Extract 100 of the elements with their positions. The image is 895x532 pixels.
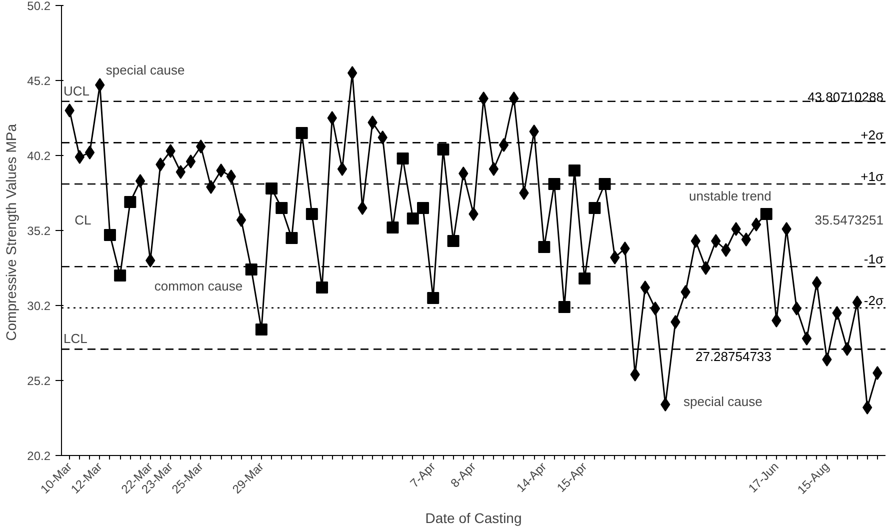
ref-line-label: -1σ bbox=[864, 252, 884, 267]
point bbox=[680, 285, 690, 299]
annotation: CL bbox=[74, 212, 92, 228]
point bbox=[588, 202, 601, 214]
point bbox=[226, 170, 236, 184]
point bbox=[458, 166, 468, 180]
y-tick-label: 30.2 bbox=[27, 299, 51, 313]
ref-line-label: +2σ bbox=[860, 128, 884, 143]
annotation: UCL bbox=[64, 83, 90, 98]
point bbox=[832, 306, 842, 320]
point bbox=[782, 222, 792, 236]
point bbox=[417, 202, 430, 214]
point bbox=[216, 164, 226, 178]
point bbox=[196, 140, 206, 154]
annotation: special cause bbox=[106, 62, 185, 78]
point bbox=[368, 116, 378, 130]
y-axis-title: Compressive Strength Values MPa bbox=[3, 124, 20, 341]
point bbox=[568, 164, 580, 176]
point bbox=[852, 296, 862, 310]
point bbox=[478, 92, 488, 106]
point bbox=[166, 144, 176, 158]
point bbox=[630, 368, 640, 382]
point bbox=[156, 158, 166, 172]
point bbox=[95, 78, 105, 92]
point bbox=[146, 254, 156, 268]
point bbox=[206, 180, 216, 194]
point bbox=[406, 212, 419, 224]
point bbox=[640, 280, 650, 294]
point bbox=[792, 302, 802, 316]
point bbox=[396, 152, 409, 164]
point bbox=[598, 178, 611, 190]
point bbox=[358, 201, 368, 215]
annotation: special cause bbox=[684, 394, 762, 409]
point bbox=[862, 400, 872, 414]
point bbox=[296, 127, 308, 139]
point bbox=[498, 138, 509, 152]
point bbox=[751, 218, 762, 232]
point bbox=[660, 398, 670, 412]
point bbox=[316, 282, 328, 294]
annotation: 35.5473251 bbox=[814, 212, 884, 228]
point bbox=[741, 232, 751, 246]
point bbox=[529, 124, 539, 138]
point bbox=[468, 207, 478, 221]
point bbox=[509, 92, 519, 106]
point bbox=[64, 104, 74, 118]
point bbox=[437, 144, 450, 156]
point bbox=[538, 241, 550, 253]
y-tick-label: 50.2 bbox=[27, 0, 51, 13]
y-tick-label: 35.2 bbox=[27, 224, 51, 238]
point bbox=[286, 232, 298, 244]
y-tick-label: 20.2 bbox=[27, 449, 51, 463]
point bbox=[548, 178, 560, 190]
point bbox=[386, 222, 399, 234]
point bbox=[620, 242, 630, 256]
point bbox=[266, 182, 278, 194]
point bbox=[378, 130, 388, 144]
point bbox=[760, 208, 772, 220]
point bbox=[337, 162, 348, 176]
point bbox=[347, 66, 358, 80]
point bbox=[306, 208, 318, 220]
point bbox=[236, 213, 246, 227]
point bbox=[255, 324, 268, 336]
point bbox=[558, 301, 570, 313]
point bbox=[427, 292, 440, 304]
point bbox=[731, 222, 741, 236]
point bbox=[670, 315, 680, 329]
y-tick-label: 40.2 bbox=[27, 149, 51, 163]
point bbox=[822, 352, 832, 366]
ref-line-label: -2σ bbox=[864, 292, 884, 308]
point bbox=[690, 234, 700, 248]
point bbox=[650, 302, 660, 316]
point bbox=[447, 235, 460, 247]
point bbox=[84, 146, 95, 160]
point bbox=[74, 150, 85, 164]
point bbox=[519, 186, 529, 200]
ref-line-label: 27.28754733 bbox=[695, 349, 772, 364]
point bbox=[802, 332, 812, 346]
point bbox=[245, 264, 258, 276]
annotation: common cause bbox=[154, 278, 243, 294]
point bbox=[176, 165, 186, 179]
annotation: unstable trend bbox=[689, 188, 772, 204]
point bbox=[327, 111, 337, 125]
point bbox=[772, 314, 782, 328]
point bbox=[186, 154, 196, 168]
point bbox=[872, 366, 882, 380]
ref-line-label: +1σ bbox=[860, 169, 884, 184]
point bbox=[711, 234, 721, 248]
point bbox=[488, 162, 499, 176]
ref-line-label: 43.80710288 bbox=[808, 89, 884, 104]
point bbox=[104, 229, 116, 241]
y-tick-label: 25.2 bbox=[27, 374, 51, 388]
point bbox=[700, 261, 711, 275]
point bbox=[135, 174, 146, 188]
point bbox=[812, 276, 822, 290]
point bbox=[721, 243, 731, 257]
y-tick-label: 45.2 bbox=[27, 74, 51, 88]
point bbox=[276, 202, 288, 214]
x-axis-title: Date of Casting bbox=[425, 510, 522, 526]
point bbox=[114, 270, 126, 282]
point bbox=[124, 196, 136, 208]
